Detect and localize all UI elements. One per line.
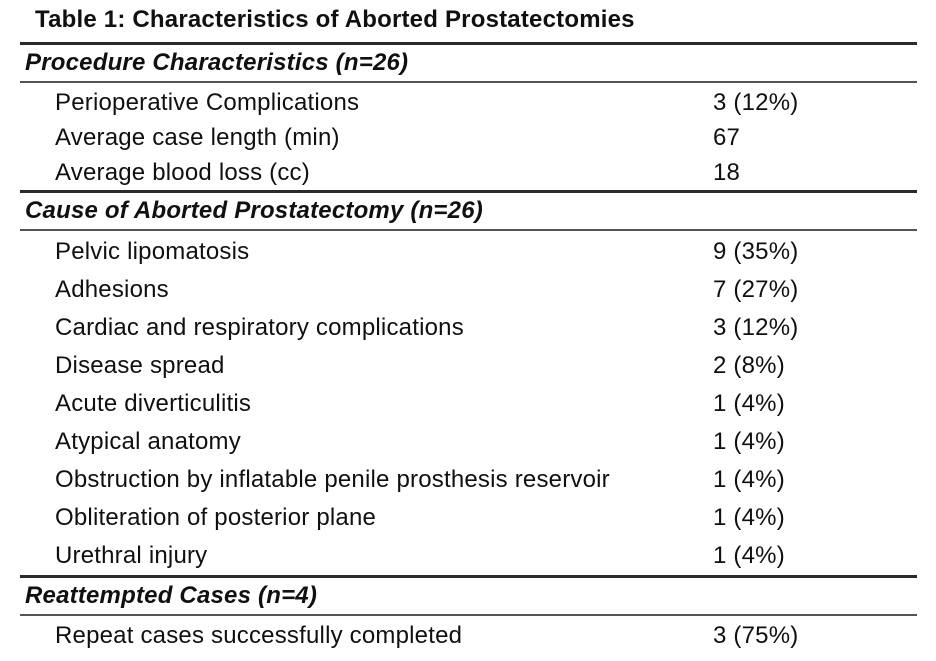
- row-label: Perioperative Complications: [55, 88, 360, 116]
- rule-below-section-2: [20, 229, 917, 231]
- row-label: Average blood loss (cc): [55, 158, 310, 186]
- section-3-rows: Repeat cases successfully completed 3 (7…: [20, 616, 917, 653]
- section-header-reattempted-cases: Reattempted Cases (n=4): [25, 582, 318, 609]
- row-value: 67: [713, 123, 741, 151]
- row-value: 1 (4%): [713, 466, 785, 493]
- table-row: Pelvic lipomatosis 9 (35%): [20, 233, 917, 271]
- row-value: 1 (4%): [713, 428, 785, 455]
- table-row: Repeat cases successfully completed 3 (7…: [20, 618, 917, 653]
- row-value: 3 (75%): [713, 621, 799, 649]
- row-label: Atypical anatomy: [55, 428, 241, 455]
- row-value: 3 (12%): [713, 88, 799, 116]
- rule-above-section-2: [20, 190, 917, 193]
- row-label: Cardiac and respiratory complications: [55, 314, 464, 341]
- row-value: 18: [713, 158, 741, 186]
- row-value: 1 (4%): [713, 504, 785, 531]
- table-row: Atypical anatomy 1 (4%): [20, 423, 917, 461]
- table-row: Obliteration of posterior plane 1 (4%): [20, 499, 917, 537]
- table-title: Table 1: Characteristics of Aborted Pros…: [35, 6, 635, 33]
- table-row: Cardiac and respiratory complications 3 …: [20, 309, 917, 347]
- rule-below-section-1: [20, 81, 917, 83]
- row-label: Pelvic lipomatosis: [55, 238, 250, 265]
- row-label: Repeat cases successfully completed: [55, 621, 463, 649]
- table-row: Average case length (min) 67: [20, 120, 917, 155]
- row-label: Obliteration of posterior plane: [55, 504, 377, 531]
- row-value: 9 (35%): [713, 238, 799, 265]
- table-row: Adhesions 7 (27%): [20, 271, 917, 309]
- section-header-procedure-characteristics: Procedure Characteristics (n=26): [25, 49, 409, 76]
- table-row: Perioperative Complications 3 (12%): [20, 85, 917, 120]
- row-label: Disease spread: [55, 352, 225, 379]
- section-1-rows: Perioperative Complications 3 (12%) Aver…: [20, 83, 917, 190]
- row-label: Urethral injury: [55, 542, 208, 569]
- table-row: Obstruction by inflatable penile prosthe…: [20, 461, 917, 499]
- table-row: Average blood loss (cc) 18: [20, 155, 917, 190]
- table-row: Acute diverticulitis 1 (4%): [20, 385, 917, 423]
- section-header-cause-of-aborted-prostatectomy: Cause of Aborted Prostatectomy (n=26): [25, 197, 483, 224]
- rule-above-section-3: [20, 575, 917, 578]
- row-value: 1 (4%): [713, 390, 785, 417]
- row-value: 1 (4%): [713, 542, 785, 569]
- row-label: Acute diverticulitis: [55, 390, 252, 417]
- row-label: Average case length (min): [55, 123, 340, 151]
- row-value: 7 (27%): [713, 276, 799, 303]
- row-label: Adhesions: [55, 276, 169, 303]
- row-label: Obstruction by inflatable penile prosthe…: [55, 466, 610, 493]
- row-value: 2 (8%): [713, 352, 785, 379]
- table-row: Urethral injury 1 (4%): [20, 537, 917, 575]
- section-2-rows: Pelvic lipomatosis 9 (35%) Adhesions 7 (…: [20, 231, 917, 575]
- rule-below-section-3: [20, 614, 917, 616]
- table-row: Disease spread 2 (8%): [20, 347, 917, 385]
- row-value: 3 (12%): [713, 314, 799, 341]
- rule-above-section-1: [20, 42, 917, 45]
